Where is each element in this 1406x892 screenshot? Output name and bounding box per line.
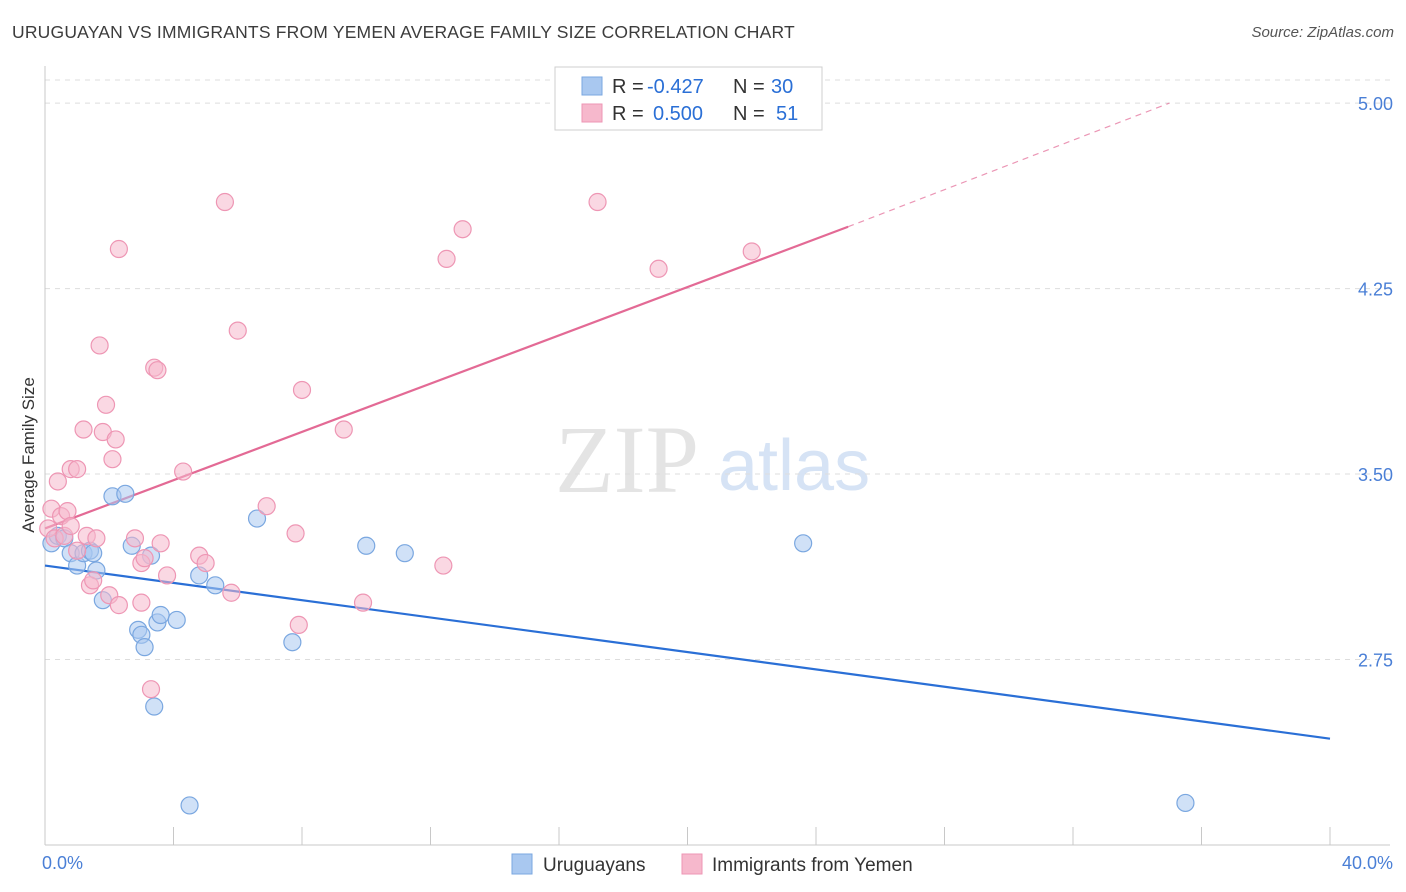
- data-point-blue: [167, 610, 186, 630]
- series-legend: Uruguayans Immigrants from Yemen: [511, 853, 913, 876]
- data-point-blue: [283, 633, 302, 652]
- data-point-pink: [157, 566, 177, 585]
- data-point-pink: [222, 583, 241, 602]
- legend-r-label-2: R =: [612, 103, 644, 125]
- data-point-blue: [247, 509, 267, 528]
- data-point-blue: [357, 536, 376, 555]
- watermark-zip: ZIP: [555, 406, 699, 513]
- legend-r-value-1: -0.427: [647, 76, 704, 98]
- data-point-pink: [74, 420, 93, 439]
- data-point-pink: [334, 420, 353, 439]
- data-point-pink: [135, 549, 154, 568]
- legend-r-value-2: 0.500: [653, 103, 703, 125]
- legend-n-label-1: N =: [733, 76, 765, 98]
- trend-line-blue: [44, 564, 1331, 740]
- data-point-pink: [215, 192, 234, 212]
- data-point-pink: [48, 472, 67, 491]
- series-legend-swatch-uruguayans: [511, 853, 533, 875]
- x-tick-label-min: 0.0%: [42, 853, 83, 873]
- series-pink: [39, 192, 761, 699]
- data-point-pink: [437, 249, 456, 268]
- x-tick-label-max: 40.0%: [1342, 853, 1393, 873]
- series-blue: [42, 484, 1195, 815]
- data-point-pink: [96, 395, 116, 414]
- data-point-pink: [649, 259, 668, 278]
- data-points: [39, 192, 1195, 815]
- tick-labels: 2.75 3.50 4.25 5.00 0.0% 40.0%: [42, 94, 1393, 873]
- data-point-pink: [68, 460, 87, 479]
- watermark-atlas: atlas: [718, 426, 870, 506]
- data-point-blue: [145, 697, 164, 716]
- data-point-pink: [132, 593, 151, 612]
- trend-extension-pink: [847, 102, 1170, 228]
- chart-title: URUGUAYAN VS IMMIGRANTS FROM YEMEN AVERA…: [12, 22, 795, 42]
- y-tick-label: 2.75: [1358, 651, 1393, 671]
- data-point-pink: [174, 462, 193, 481]
- data-point-pink: [434, 556, 453, 575]
- data-point-pink: [257, 497, 276, 516]
- data-point-blue: [180, 796, 199, 815]
- data-point-pink: [196, 553, 215, 573]
- legend-r-label-1: R =: [612, 76, 644, 98]
- data-point-pink: [61, 516, 80, 536]
- y-tick-label: 5.00: [1358, 94, 1393, 114]
- data-point-pink: [125, 529, 145, 548]
- legend-swatch-blue: [581, 76, 603, 96]
- source-credit: Source: ZipAtlas.com: [1251, 24, 1394, 41]
- data-point-pink: [353, 593, 373, 612]
- data-point-pink: [228, 321, 247, 340]
- data-point-blue: [794, 534, 813, 553]
- data-point-pink: [292, 380, 312, 400]
- series-legend-swatch-yemen: [681, 853, 703, 875]
- axes: [44, 66, 1390, 846]
- data-point-pink: [148, 361, 167, 380]
- data-point-blue: [116, 484, 135, 503]
- correlation-legend: R = -0.427 N = 30 R = 0.500 N = 51: [554, 66, 823, 131]
- series-legend-label-yemen: Immigrants from Yemen: [712, 855, 913, 876]
- data-point-pink: [286, 524, 305, 543]
- data-point-pink: [109, 596, 128, 615]
- data-point-pink: [588, 192, 607, 212]
- watermark: ZIP atlas: [555, 406, 870, 513]
- data-point-pink: [141, 680, 161, 699]
- data-point-pink: [453, 220, 472, 239]
- legend-n-label-2: N =: [733, 103, 765, 125]
- y-tick-label: 4.25: [1358, 280, 1393, 300]
- gridlines: [45, 79, 1390, 661]
- data-point-pink: [87, 529, 106, 548]
- data-point-pink: [289, 615, 308, 635]
- data-point-pink: [68, 541, 87, 560]
- data-point-blue: [151, 605, 170, 625]
- data-point-pink: [58, 502, 77, 521]
- legend-swatch-pink: [581, 103, 603, 123]
- data-point-pink: [106, 430, 125, 449]
- data-point-pink: [84, 571, 103, 590]
- data-point-blue: [395, 544, 414, 563]
- legend-n-value-1: 30: [771, 76, 793, 98]
- data-point-pink: [90, 336, 109, 355]
- data-point-blue: [1176, 793, 1195, 813]
- series-legend-label-uruguayans: Uruguayans: [543, 855, 645, 876]
- data-point-blue: [206, 576, 225, 595]
- data-point-blue: [135, 638, 154, 657]
- data-point-pink: [151, 534, 170, 553]
- data-point-pink: [109, 239, 128, 259]
- legend-n-value-2: 51: [776, 103, 798, 125]
- y-tick-label: 3.50: [1358, 465, 1393, 485]
- y-axis-title: Average Family Size: [19, 377, 38, 533]
- data-point-pink: [742, 242, 761, 261]
- data-point-blue: [84, 544, 103, 563]
- data-point-pink: [103, 450, 122, 469]
